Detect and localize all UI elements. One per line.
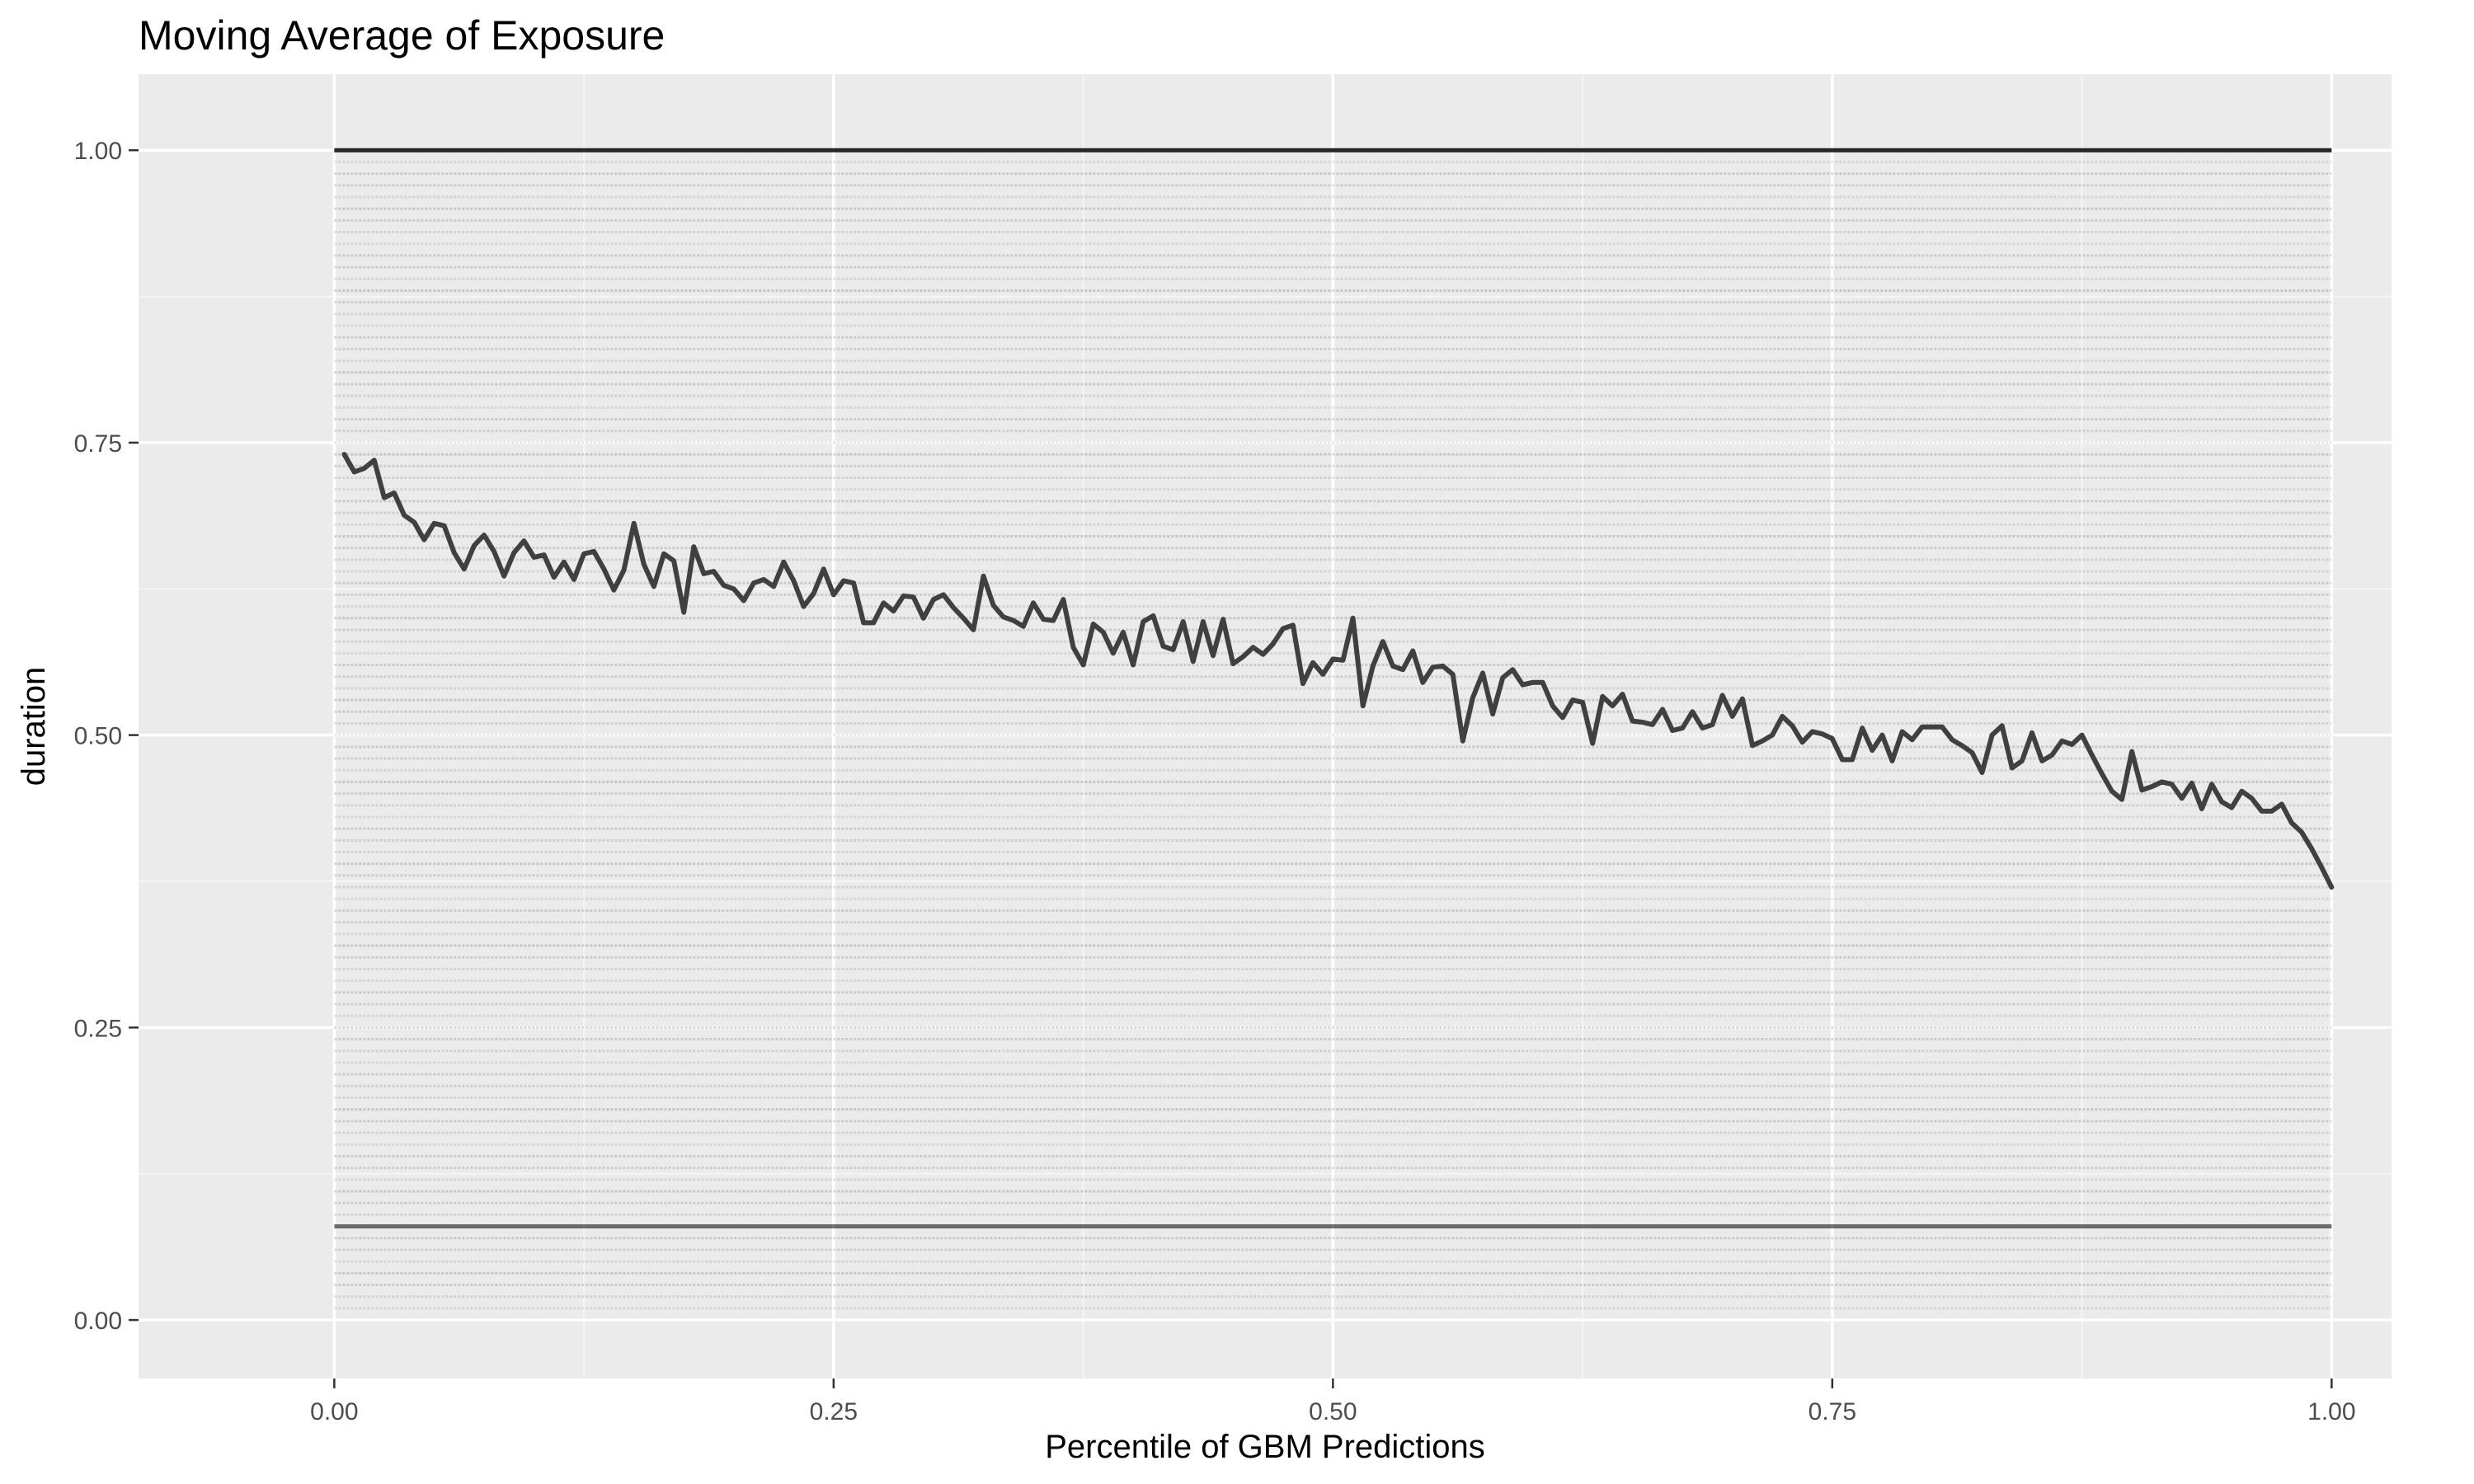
x-axis-tick-labels: 0.00 0.25 0.50 0.75 1.00 <box>310 1398 2355 1425</box>
x-tick-label: 0.75 <box>1808 1398 1856 1425</box>
x-axis-ticks <box>333 1378 2333 1388</box>
y-axis-tick-labels: 0.00 0.25 0.50 0.75 1.00 <box>74 138 122 1335</box>
panel-background <box>139 74 2392 1378</box>
y-tick-label: 0.00 <box>74 1308 122 1335</box>
minor-gridlines <box>139 74 2392 1378</box>
y-tick-label: 0.75 <box>74 430 122 458</box>
y-tick-label: 1.00 <box>74 138 122 165</box>
x-axis-title: Percentile of GBM Predictions <box>1045 1429 1485 1465</box>
y-tick-label: 0.50 <box>74 723 122 750</box>
raw-observations <box>334 148 2332 1310</box>
y-tick-label: 0.25 <box>74 1015 122 1042</box>
y-axis-ticks <box>129 148 139 1322</box>
x-tick-label: 1.00 <box>2307 1398 2355 1425</box>
moving-average-line <box>341 452 2335 890</box>
chart-title: Moving Average of Exposure <box>139 12 665 59</box>
y-axis-title: duration <box>16 667 52 787</box>
x-tick-label: 0.25 <box>810 1398 858 1425</box>
x-tick-label: 0.50 <box>1309 1398 1357 1425</box>
x-tick-label: 0.00 <box>310 1398 358 1425</box>
